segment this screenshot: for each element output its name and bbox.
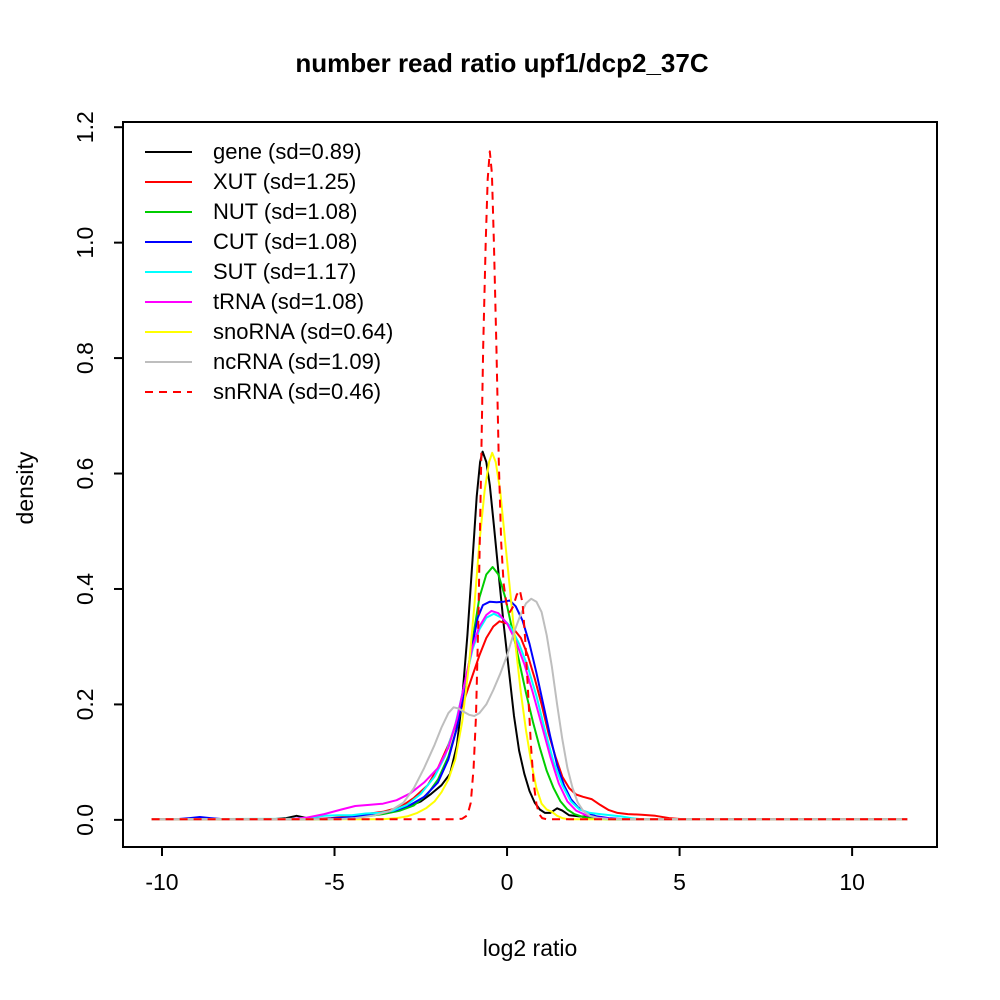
y-tick-label: 0.6 xyxy=(72,458,98,490)
legend-label-NUT: NUT (sd=1.08) xyxy=(213,199,357,224)
legend-label-ncRNA: ncRNA (sd=1.09) xyxy=(213,349,381,374)
x-tick-label: 10 xyxy=(839,869,865,895)
y-tick-label: 1.0 xyxy=(72,227,98,259)
curve-snRNA xyxy=(151,150,908,821)
legend-label-gene: gene (sd=0.89) xyxy=(213,139,362,164)
legend-label-XUT: XUT (sd=1.25) xyxy=(213,169,356,194)
x-tick-label: 0 xyxy=(501,869,514,895)
y-tick-label: 0.2 xyxy=(72,688,98,720)
y-tick-label: 0.4 xyxy=(72,573,98,605)
plot-frame xyxy=(122,121,938,848)
axes-ticks: -10 -5 0 5 10 0.0 0.2 0.4 0.6 0.8 1.0 1.2 xyxy=(72,111,865,895)
x-axis-label: log2 ratio xyxy=(483,935,578,961)
curve-tRNA xyxy=(151,609,908,821)
legend-label-CUT: CUT (sd=1.08) xyxy=(213,229,357,254)
y-tick-label: 0.0 xyxy=(72,804,98,836)
legend-label-snRNA: snRNA (sd=0.46) xyxy=(213,379,381,404)
chart-title: number read ratio upf1/dcp2_37C xyxy=(295,48,708,78)
y-axis-label: density xyxy=(12,451,38,524)
curve-snoRNA xyxy=(151,451,908,821)
y-tick-label: 1.2 xyxy=(72,111,98,143)
legend: gene (sd=0.89) XUT (sd=1.25) NUT (sd=1.08)… xyxy=(145,139,393,404)
curve-SUT xyxy=(151,612,908,821)
x-tick-label: -10 xyxy=(145,869,178,895)
curve-NUT xyxy=(151,566,908,821)
curve-ncRNA xyxy=(151,597,908,821)
y-tick-label: 0.8 xyxy=(72,342,98,374)
legend-label-SUT: SUT (sd=1.17) xyxy=(213,259,356,284)
legend-label-snoRNA: snoRNA (sd=0.64) xyxy=(213,319,393,344)
x-tick-label: 5 xyxy=(673,869,686,895)
legend-label-tRNA: tRNA (sd=1.08) xyxy=(213,289,364,314)
curve-XUT xyxy=(151,620,908,821)
density-curves xyxy=(151,150,908,821)
x-tick-label: -5 xyxy=(324,869,344,895)
